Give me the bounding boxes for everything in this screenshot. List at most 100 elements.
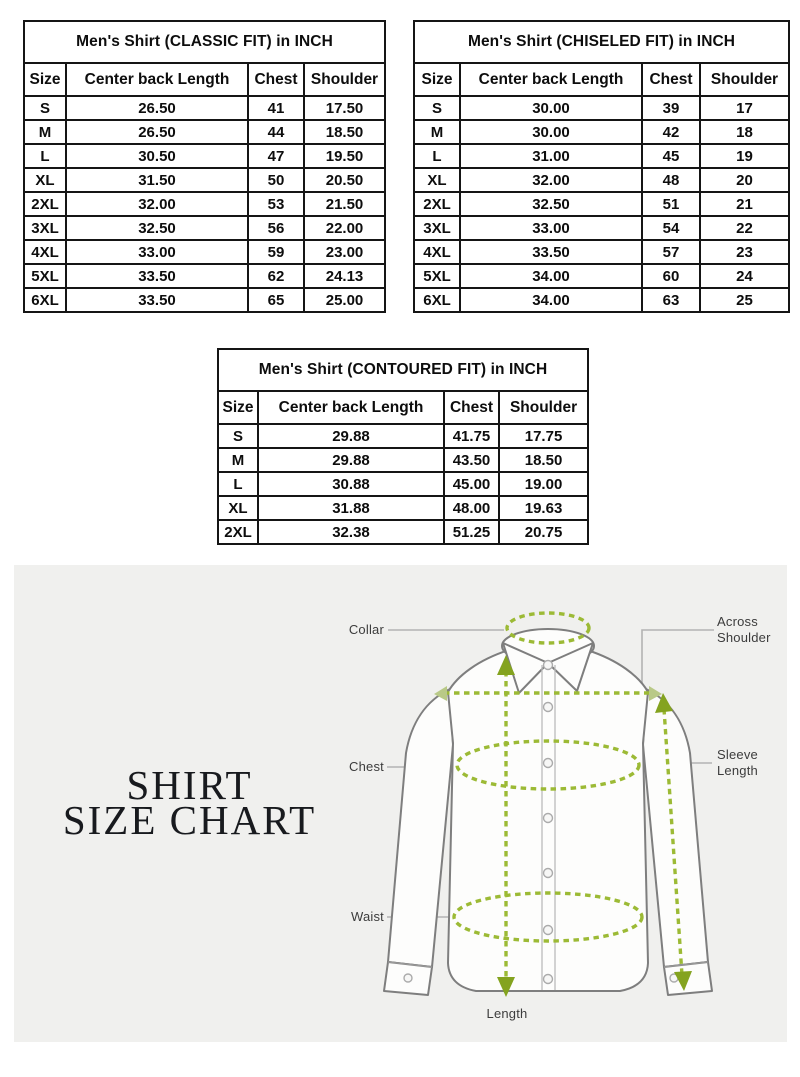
table-cell: 31.50	[65, 167, 249, 193]
table-cell: 25.00	[302, 287, 387, 313]
heading-line-2: SIZE CHART	[62, 797, 317, 843]
table-cell: 23	[698, 239, 791, 265]
table-cell: 19.50	[302, 143, 387, 169]
chest-label: Chest	[349, 759, 384, 774]
table-row: 3XL 32.50 56 22.00	[23, 215, 387, 241]
table-cell: 45	[641, 143, 701, 169]
table-cell: 30.00	[459, 119, 643, 145]
table-row: 2XL 32.50 51 21	[413, 191, 791, 217]
table-cell: 45.00	[443, 471, 500, 497]
table-cell: 18.50	[497, 447, 590, 473]
table-cell: 2XL	[413, 191, 461, 217]
column-header: Chest	[443, 390, 500, 425]
table-cell: XL	[217, 495, 259, 521]
column-header: Chest	[641, 62, 701, 97]
waist-label: Waist	[350, 909, 384, 924]
table-row: L 30.50 47 19.50	[23, 143, 387, 169]
table-cell: 18.50	[302, 119, 387, 145]
buttons	[403, 659, 679, 985]
table-cell: 33.50	[65, 287, 249, 313]
panel-heading: SHIRT SIZE CHART	[32, 765, 347, 843]
table-cell: 6XL	[413, 287, 461, 313]
table-cell: 20	[698, 167, 791, 193]
table-cell: 32.50	[459, 191, 643, 217]
table-cell: 19.63	[497, 495, 590, 521]
table-cell: 31.88	[257, 495, 445, 521]
table-cell: 39	[641, 95, 701, 121]
column-header: Center back Length	[257, 390, 445, 425]
sleeve-arrow-up	[655, 693, 673, 713]
left-sleeve	[387, 688, 454, 968]
table-row: M 29.88 43.50 18.50	[217, 447, 590, 473]
table-cell: 5XL	[413, 263, 461, 289]
table-cell: 19.00	[497, 471, 590, 497]
table-cell: XL	[23, 167, 67, 193]
table-cell: 4XL	[23, 239, 67, 265]
sleeve-arrow-down	[674, 971, 692, 991]
table-cell: 42	[641, 119, 701, 145]
table-cell: 30.88	[257, 471, 445, 497]
table-cell: 3XL	[413, 215, 461, 241]
chest-measure-ellipse	[455, 739, 641, 791]
table-row: 2XL 32.38 51.25 20.75	[217, 519, 590, 545]
table-cell: 3XL	[23, 215, 67, 241]
table-cell: 48.00	[443, 495, 500, 521]
table-row: S 26.50 41 17.50	[23, 95, 387, 121]
table-cell: 60	[641, 263, 701, 289]
table-cell: 32.00	[459, 167, 643, 193]
table-cell: 48	[641, 167, 701, 193]
table-cell: S	[217, 423, 259, 449]
table-cell: 47	[247, 143, 305, 169]
table-cell: 6XL	[23, 287, 67, 313]
table-cell: 53	[247, 191, 305, 217]
table-cell: XL	[413, 167, 461, 193]
column-header: Shoulder	[302, 62, 387, 97]
table-row: 4XL 33.00 59 23.00	[23, 239, 387, 265]
table-cell: 2XL	[23, 191, 67, 217]
table-cell: 2XL	[217, 519, 259, 545]
table-row: L 30.88 45.00 19.00	[217, 471, 590, 497]
table-cell: 34.00	[459, 287, 643, 313]
table-row: L 31.00 45 19	[413, 143, 791, 169]
table-row: XL 31.50 50 20.50	[23, 167, 387, 193]
table-cell: 21.50	[302, 191, 387, 217]
right-collar-flap	[547, 642, 594, 692]
table-cell: 29.88	[257, 447, 445, 473]
table-cell: L	[413, 143, 461, 169]
table-cell: 30.00	[459, 95, 643, 121]
across-shoulder-pointer-line	[641, 629, 714, 690]
table-cell: 56	[247, 215, 305, 241]
table-title: Men's Shirt (CLASSIC FIT) in INCH	[22, 20, 387, 64]
table-cell: 5XL	[23, 263, 67, 289]
table-row: 6XL 34.00 63 25	[413, 287, 791, 313]
table-cell: 18	[698, 119, 791, 145]
table-cell: 17	[698, 95, 791, 121]
column-header: Size	[413, 62, 461, 97]
shoulder-end-arrows	[434, 686, 662, 701]
table-cell: 21	[698, 191, 791, 217]
table-cell: 41	[247, 95, 305, 121]
table-cell: 26.50	[65, 119, 249, 145]
table-cell: 32.50	[65, 215, 249, 241]
table-title: Men's Shirt (CONTOURED FIT) in INCH	[216, 348, 590, 392]
table-row: 4XL 33.50 57 23	[413, 239, 791, 265]
table-title: Men's Shirt (CHISELED FIT) in INCH	[412, 20, 791, 64]
table-header-row: Size Center back Length Chest Shoulder	[23, 62, 387, 97]
table-cell: 51.25	[443, 519, 500, 545]
table-cell: 50	[247, 167, 305, 193]
table-row: M 26.50 44 18.50	[23, 119, 387, 145]
table-cell: 4XL	[413, 239, 461, 265]
table-row: XL 32.00 48 20	[413, 167, 791, 193]
shoulder-arrow-left	[434, 686, 447, 701]
table-cell: L	[217, 471, 259, 497]
table-cell: 23.00	[302, 239, 387, 265]
length-label: Length	[486, 1006, 528, 1021]
column-header: Center back Length	[65, 62, 249, 97]
table-cell: 24	[698, 263, 791, 289]
table-row: M 30.00 42 18	[413, 119, 791, 145]
shoulder-arrow-right	[649, 686, 662, 701]
chiseled-fit-table: Men's Shirt (CHISELED FIT) in INCH Size C…	[412, 20, 791, 313]
table-cell: 44	[247, 119, 305, 145]
classic-fit-table: Men's Shirt (CLASSIC FIT) in INCH Size Ce…	[22, 20, 387, 313]
column-header: Size	[217, 390, 259, 425]
